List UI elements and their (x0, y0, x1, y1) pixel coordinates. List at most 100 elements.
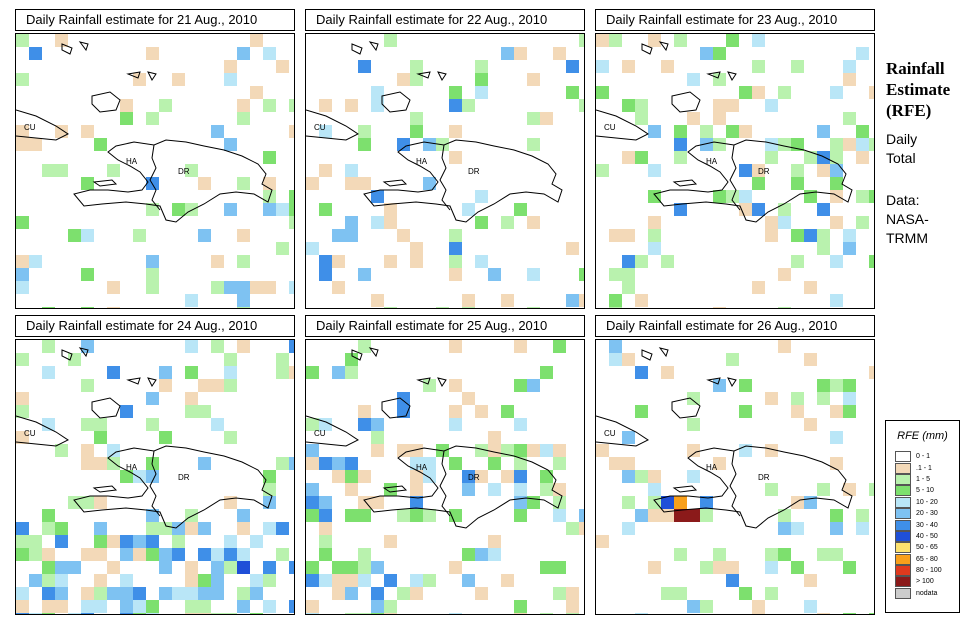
rainfall-cell (120, 574, 133, 587)
rainfall-cell (579, 34, 584, 47)
rainfall-cell (16, 216, 29, 229)
rainfall-cell (250, 587, 263, 600)
rainfall-cell (674, 125, 687, 138)
rainfall-cell (276, 522, 289, 535)
rainfall-cell (29, 613, 42, 614)
map-canvas: CU HA DR (306, 34, 584, 308)
rainfall-cell (540, 561, 553, 574)
rainfall-cell (791, 522, 804, 535)
product-title: Rainfall Estimate (RFE) (886, 58, 950, 121)
rainfall-cell (540, 366, 553, 379)
rainfall-cell (726, 125, 739, 138)
coastlines (16, 41, 273, 223)
rainfall-cell (609, 307, 622, 308)
rainfall-cell (488, 457, 501, 470)
rainfall-cell (16, 600, 29, 613)
rainfall-cell (94, 535, 107, 548)
panel-title: Daily Rainfall estimate for 22 Aug., 201… (305, 9, 585, 31)
rainfall-cell (596, 535, 609, 548)
rainfall-cell (384, 34, 397, 47)
rainfall-cell (527, 73, 540, 86)
rainfall-cell (687, 112, 700, 125)
rainfall-cell (146, 548, 159, 561)
rainfall-cell (843, 60, 856, 73)
rainfall-cell (397, 444, 410, 457)
rainfall-cell (566, 522, 579, 535)
rainfall-cell (791, 164, 804, 177)
coastlines (596, 41, 853, 223)
legend-label: 80 - 100 (916, 567, 942, 575)
coastline (658, 41, 669, 52)
coastline (61, 43, 73, 55)
rainfall-cell (16, 255, 29, 268)
panel-title: Daily Rainfall estimate for 24 Aug., 201… (15, 315, 295, 337)
rainfall-cell (306, 177, 319, 190)
rainfall-cell (856, 47, 869, 60)
coastline (61, 349, 73, 361)
rainfall-cell (55, 600, 68, 613)
rainfall-cell (765, 151, 778, 164)
coastline (653, 445, 853, 529)
rainfall-cell (739, 86, 752, 99)
rainfall-cell (345, 613, 358, 614)
rainfall-cell (306, 600, 319, 613)
rainfall-cell (68, 561, 81, 574)
rainfall-cell (211, 574, 224, 587)
rainfall-cell (566, 86, 579, 99)
rainfall-cell (172, 203, 185, 216)
rainfall-cell (843, 242, 856, 255)
coastline (416, 71, 431, 79)
rainfall-cell (700, 138, 713, 151)
legend-item: 30 - 40 (895, 519, 942, 531)
rainfall-cell (622, 255, 635, 268)
rainfall-cell (16, 73, 29, 86)
rainfall-cell (250, 574, 263, 587)
rainfall-cell (358, 574, 371, 587)
rainfall-cell (817, 164, 830, 177)
rainfall-cell (237, 99, 250, 112)
rainfall-cell (198, 548, 211, 561)
rainfall-cell (319, 535, 332, 548)
rainfall-cell (791, 60, 804, 73)
rainfall-cell (475, 86, 488, 99)
rainfall-cell (29, 255, 42, 268)
rainfall-cell (120, 535, 133, 548)
rainfall-cell (198, 600, 211, 613)
coastline (727, 377, 737, 387)
rainfall-cell (501, 574, 514, 587)
rainfall-cell (817, 613, 830, 614)
product-title-line: Rainfall (886, 59, 945, 78)
rainfall-cell (237, 307, 250, 308)
rainfall-cell (397, 509, 410, 522)
coastline (437, 377, 447, 387)
legend-label: 65 - 80 (916, 555, 938, 563)
rainfall-cell (501, 405, 514, 418)
rainfall-cell (661, 255, 674, 268)
rainfall-cell (540, 483, 553, 496)
rainfall-cell (713, 307, 726, 308)
rainfall-cell (449, 242, 462, 255)
rainfall-cell (648, 229, 661, 242)
rainfall-cell (856, 522, 869, 535)
coastline (92, 485, 118, 493)
rainfall-cell (319, 255, 332, 268)
rainfall-cell (185, 613, 198, 614)
rainfall-cell (462, 99, 475, 112)
rainfall-cell (674, 496, 687, 509)
rainfall-cell (475, 190, 488, 203)
rainfall-cell (410, 457, 423, 470)
rainfall-cell (869, 366, 874, 379)
rainfall-cell (211, 281, 224, 294)
rainfall-cell (371, 587, 384, 600)
rainfall-cell (29, 535, 42, 548)
rainfall-cell (830, 548, 843, 561)
rainfall-cell (332, 366, 345, 379)
rainfall-cell (765, 587, 778, 600)
rainfall-cell (159, 431, 172, 444)
rainfall-cell (120, 613, 133, 614)
rainfall-cell (237, 294, 250, 307)
rainfall-cell (488, 548, 501, 561)
rainfall-cell (579, 268, 584, 281)
rainfall-cell (462, 548, 475, 561)
rainfall-cell (566, 587, 579, 600)
